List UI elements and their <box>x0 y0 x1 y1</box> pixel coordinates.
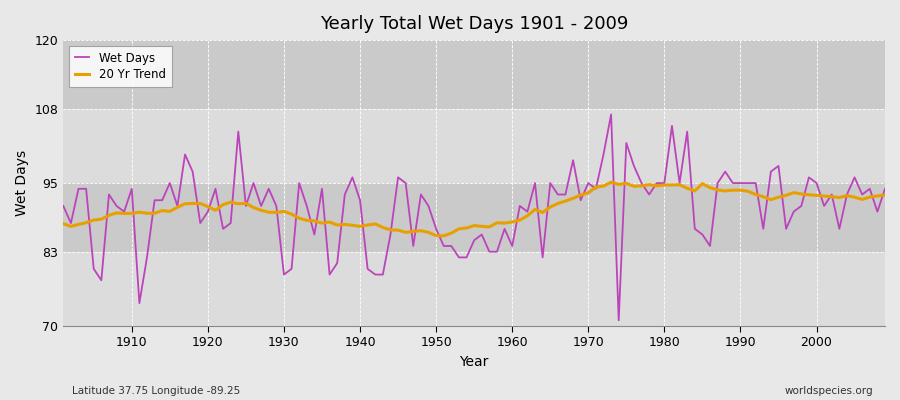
Text: Latitude 37.75 Longitude -89.25: Latitude 37.75 Longitude -89.25 <box>72 386 240 396</box>
Wet Days <box>507 244 517 248</box>
Bar <box>63 40 885 109</box>
20 Yr Trend <box>879 193 890 198</box>
20 Yr Trend <box>613 182 624 187</box>
Wet Days <box>332 261 343 266</box>
Legend: Wet Days, 20 Yr Trend: Wet Days, 20 Yr Trend <box>69 46 172 87</box>
Bar <box>63 183 885 252</box>
Wet Days <box>606 112 616 117</box>
Wet Days <box>119 209 130 214</box>
Wet Days <box>500 226 510 231</box>
20 Yr Trend <box>286 212 297 216</box>
Bar <box>63 109 885 183</box>
Wet Days <box>613 318 624 323</box>
Line: Wet Days: Wet Days <box>63 114 885 320</box>
Wet Days <box>598 152 609 157</box>
Bar <box>63 252 885 326</box>
20 Yr Trend <box>119 211 130 216</box>
Wet Days <box>58 204 68 208</box>
X-axis label: Year: Year <box>460 355 489 369</box>
Line: 20 Yr Trend: 20 Yr Trend <box>63 182 885 236</box>
Wet Days <box>879 186 890 191</box>
Text: worldspecies.org: worldspecies.org <box>785 386 873 396</box>
20 Yr Trend <box>515 218 526 222</box>
Y-axis label: Wet Days: Wet Days <box>15 150 29 216</box>
20 Yr Trend <box>58 221 68 226</box>
Title: Yearly Total Wet Days 1901 - 2009: Yearly Total Wet Days 1901 - 2009 <box>320 15 628 33</box>
20 Yr Trend <box>606 180 616 185</box>
Wet Days <box>286 266 297 271</box>
20 Yr Trend <box>332 223 343 228</box>
20 Yr Trend <box>507 220 517 224</box>
20 Yr Trend <box>438 234 449 238</box>
